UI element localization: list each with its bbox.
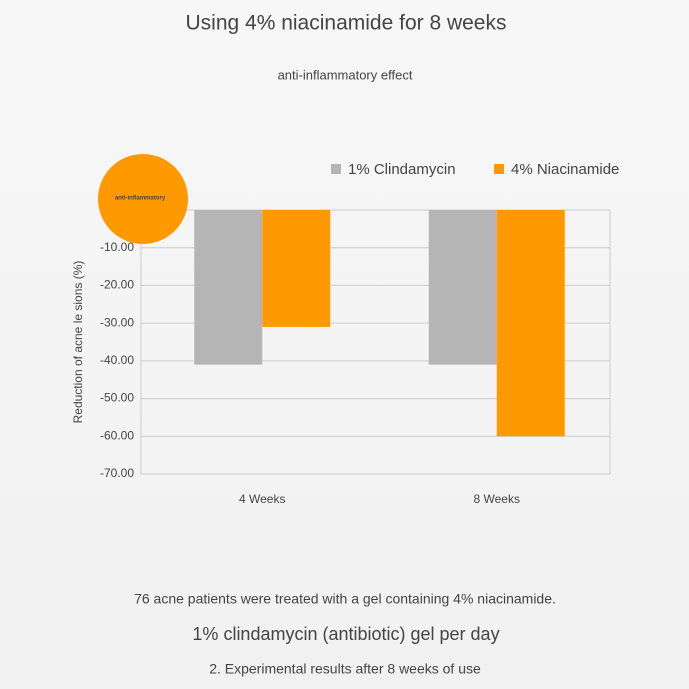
legend-swatch [494,164,504,174]
chart-title: Using 4% niacinamide for 8 weeks [186,12,507,35]
y-tick-label: -40.00 [100,353,134,367]
bar [496,210,565,437]
badge [98,154,188,244]
bar [428,210,497,365]
badge-label: anti-inflammatory [115,196,166,202]
note: 1% clindamycin (antibiotic) gel per day [192,624,499,644]
y-axis-label: Reduction of acne le sions (%) [71,261,85,424]
x-tick-label: 8 Weeks [474,492,520,506]
chart-subtitle: anti-inflammatory effect [278,67,413,82]
bar [194,210,263,365]
y-tick-label: -50.00 [100,391,134,405]
legend-label: 1% Clindamycin [348,161,456,178]
y-tick-label: -70.00 [100,466,134,480]
legend-swatch [331,164,341,174]
y-tick-label: -20.00 [100,278,134,292]
bar [262,210,331,327]
note: 76 acne patients were treated with a gel… [134,591,556,607]
x-tick-label: 4 Weeks [239,492,285,506]
legend-label: 4% Niacinamide [511,161,619,178]
y-tick-label: -30.00 [100,315,134,329]
y-tick-label: -10.00 [100,240,134,254]
note: 2. Experimental results after 8 weeks of… [209,661,481,677]
y-tick-label: -60.00 [100,428,134,442]
